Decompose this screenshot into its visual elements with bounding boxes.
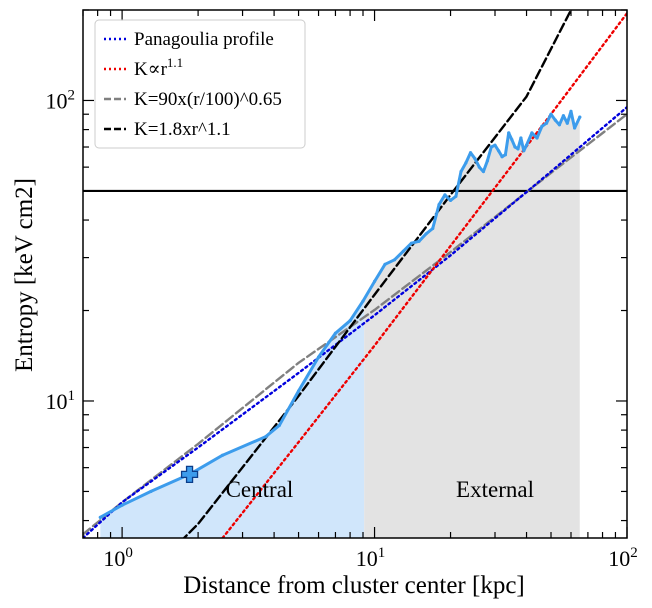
profile-point xyxy=(149,489,153,494)
profile-point xyxy=(316,355,321,359)
legend: Panagoulia profile K∝r1.1 K=90x(r/100)^0… xyxy=(94,19,306,149)
profile-point xyxy=(485,159,490,163)
profile-point xyxy=(489,145,493,149)
profile-point xyxy=(549,112,553,116)
profile-point xyxy=(535,136,539,140)
tick-exponent: 1 xyxy=(378,545,386,561)
region-central xyxy=(100,299,365,538)
profile-point xyxy=(120,503,124,507)
legend-label-1-8x: K=1.8xr^1.1 xyxy=(134,119,231,140)
tick-exponent: 1 xyxy=(68,388,76,404)
legend-frame xyxy=(94,19,306,149)
tick-exponent: 0 xyxy=(125,545,133,561)
legend-label-90x: K=90x(r/100)^0.65 xyxy=(134,89,282,110)
profile-point xyxy=(263,435,268,439)
profile-point xyxy=(383,262,387,266)
profile-point xyxy=(448,198,453,203)
profile-point xyxy=(454,194,458,198)
profile-point xyxy=(572,126,577,130)
y-tick-label: 102 xyxy=(46,87,76,113)
profile-point xyxy=(348,319,352,323)
plot-frame xyxy=(82,9,628,539)
x-tick-label: 102 xyxy=(608,545,638,571)
profile-point xyxy=(361,299,365,303)
profile-point xyxy=(516,147,520,151)
x-tick-label: 101 xyxy=(356,545,386,571)
profile-point xyxy=(493,143,497,147)
profile-point xyxy=(481,169,486,174)
profile-point xyxy=(519,136,523,140)
profile-point xyxy=(578,115,582,119)
region-label-external: External xyxy=(456,477,534,502)
profile-point xyxy=(530,131,534,135)
profile-point xyxy=(561,114,566,118)
region-external xyxy=(364,111,580,538)
profile-point xyxy=(417,239,421,243)
plus-marker xyxy=(180,465,199,483)
profile-point xyxy=(409,241,414,245)
series-k-1-8xr-1-1 xyxy=(182,10,573,538)
profile-point xyxy=(553,118,557,122)
tick-exponent: 2 xyxy=(68,87,76,103)
profile-point xyxy=(392,258,397,262)
profile-point xyxy=(500,155,504,159)
legend-label-power-law: K∝r1.1 xyxy=(134,55,183,80)
profile-point xyxy=(524,143,529,147)
profile-point xyxy=(540,124,544,128)
profile-point xyxy=(522,149,526,153)
y-axis-label: Entropy [keV cm2] xyxy=(11,178,38,372)
profile-point xyxy=(496,149,501,153)
tick-base: 10 xyxy=(356,546,378,571)
x-axis-label: Distance from cluster center [kpc] xyxy=(183,572,525,599)
profile-point xyxy=(464,161,468,165)
profile-point xyxy=(424,232,428,236)
profile-point xyxy=(569,109,573,113)
legend-label-panagoulia: Panagoulia profile xyxy=(134,29,274,50)
profile-point xyxy=(557,123,562,127)
series-k-r-1-1 xyxy=(221,12,627,538)
profile-point xyxy=(443,193,447,197)
profile-point xyxy=(98,515,102,519)
profile-point xyxy=(333,331,338,335)
profile-point xyxy=(431,226,435,231)
profile-point xyxy=(565,121,569,125)
profile-point xyxy=(296,389,301,393)
profile-point xyxy=(510,138,514,142)
profile-point xyxy=(468,151,473,155)
profile-point xyxy=(544,121,549,125)
tick-base: 10 xyxy=(46,88,68,113)
profile-point xyxy=(477,165,481,169)
tick-base: 10 xyxy=(103,546,125,571)
tick-base: 10 xyxy=(46,389,68,414)
profile-point xyxy=(401,249,405,253)
tick-base: 10 xyxy=(608,546,630,571)
x-tick-label: 100 xyxy=(103,545,133,571)
tick-exponent: 2 xyxy=(630,545,638,561)
region-label-central: Central xyxy=(226,477,294,502)
profile-point xyxy=(277,423,282,427)
profile-point xyxy=(459,169,463,174)
profile-point xyxy=(513,145,517,149)
regions-layer xyxy=(100,111,580,538)
profile-point xyxy=(473,157,477,161)
profile-point xyxy=(220,453,225,457)
profile-point xyxy=(437,203,441,207)
profile-point xyxy=(503,153,508,157)
profile-point xyxy=(507,131,511,135)
y-tick-label: 101 xyxy=(46,388,76,414)
profile-point xyxy=(372,279,377,283)
lines-layer xyxy=(83,10,627,538)
